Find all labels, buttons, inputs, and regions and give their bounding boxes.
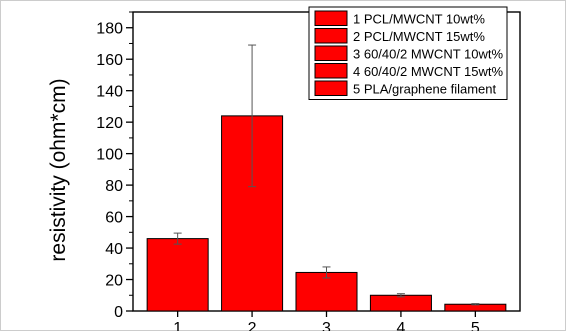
bar (369, 294, 432, 312)
y-tick-label: 120 (96, 115, 123, 132)
legend-entry-label: 4 60/40/2 MWCNT 15wt% (353, 64, 503, 79)
legend-entry-label: 3 60/40/2 MWCNT 10wt% (353, 47, 503, 62)
legend-swatch (314, 63, 348, 79)
legend-entry-label: 5 PLA/graphene filament (353, 82, 496, 97)
y-tick-label: 180 (96, 21, 123, 38)
x-tick-label: 1 (173, 320, 182, 331)
legend-swatch (314, 80, 348, 96)
legend-entry-label: 2 PCL/MWCNT 15wt% (353, 29, 485, 44)
bar (295, 271, 358, 312)
x-tick-label: 2 (248, 320, 257, 331)
y-tick-label: 0 (114, 304, 123, 321)
legend-swatch (314, 10, 348, 26)
legend: 1 PCL/MWCNT 10wt% 2 PCL/MWCNT 15wt% 3 60/4… (308, 6, 508, 100)
legend-entry-label: 1 PCL/MWCNT 10wt% (353, 12, 485, 27)
y-axis-label: resistivity (ohm*cm) (47, 78, 70, 261)
x-tick-label: 4 (396, 320, 405, 331)
y-tick-label: 100 (96, 147, 123, 164)
bar (146, 238, 209, 312)
y-tick-label: 20 (105, 273, 123, 290)
legend-swatch (314, 45, 348, 61)
y-tick-label: 160 (96, 52, 123, 69)
x-tick-label: 3 (322, 320, 331, 331)
y-tick-label: 40 (105, 241, 123, 258)
y-tick-label: 60 (105, 210, 123, 227)
plot-area: 0 20 40 60 80 100 120 140 160 180 1 2 3 4 5 (96, 11, 521, 336)
legend-swatch (314, 28, 348, 44)
y-tick-label: 140 (96, 84, 123, 101)
x-tick-label: 5 (471, 320, 480, 331)
y-tick-label: 80 (105, 178, 123, 195)
